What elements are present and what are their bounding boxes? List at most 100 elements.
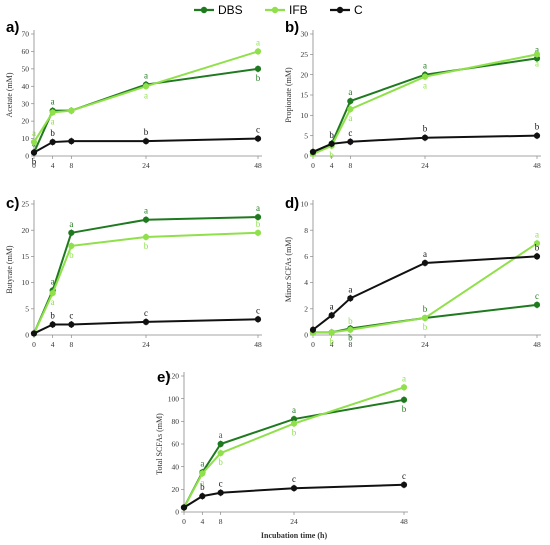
data-point: [533, 253, 541, 260]
significance-label: c: [292, 474, 296, 484]
y-tick-label: 0: [25, 152, 29, 161]
x-tick-label: 0: [311, 161, 315, 170]
panel-letter: b): [285, 19, 299, 36]
y-tick-label: 5: [25, 304, 29, 313]
x-tick-label: 4: [200, 517, 204, 526]
legend-swatch-marker: [336, 6, 344, 14]
panel-letter: c): [6, 195, 19, 212]
significance-label: b: [144, 241, 149, 251]
data-point: [533, 51, 541, 58]
y-tick-label: 8: [304, 226, 308, 235]
data-point: [217, 489, 224, 496]
x-tick-label: 48: [400, 517, 408, 526]
legend-label: DBS: [218, 3, 243, 17]
legend-swatch-marker: [200, 6, 208, 14]
data-point: [142, 138, 150, 145]
significance-label: b: [423, 322, 428, 332]
y-tick-label: 40: [172, 462, 180, 471]
series-c: b b b c: [30, 125, 262, 167]
significance-label: b: [144, 127, 149, 137]
significance-label: a: [423, 61, 427, 71]
significance-label: a: [200, 477, 204, 487]
legend-label: IFB: [289, 3, 308, 17]
significance-label: c: [219, 479, 223, 489]
y-tick-label: 40: [22, 82, 30, 91]
significance-label: c: [256, 125, 260, 135]
x-tick-label: 48: [254, 161, 262, 170]
series-c: b c c c: [180, 471, 408, 511]
x-tick-label: 4: [51, 161, 55, 170]
significance-label: c: [144, 308, 148, 318]
series-ifb: a b b a: [180, 373, 408, 511]
significance-label: c: [256, 305, 260, 315]
y-tick-label: 25: [22, 200, 30, 209]
data-point: [347, 106, 354, 113]
data-point: [400, 396, 408, 403]
x-tick-label: 0: [182, 517, 186, 526]
x-tick-label: 24: [290, 517, 298, 526]
data-point: [254, 316, 262, 323]
data-point: [142, 83, 150, 90]
x-tick-label: 24: [142, 161, 150, 170]
panel-letter: a): [6, 19, 19, 36]
data-point: [199, 493, 206, 500]
data-point: [68, 242, 75, 250]
x-tick-label: 48: [533, 340, 541, 349]
x-tick-label: 8: [348, 161, 352, 170]
data-point: [347, 295, 354, 302]
series-c: a a a b: [309, 242, 541, 334]
x-tick-label: 48: [254, 340, 262, 349]
x-tick-label: 8: [69, 161, 73, 170]
y-tick-label: 2: [304, 304, 308, 313]
significance-label: a: [144, 71, 148, 81]
data-point: [290, 415, 298, 423]
significance-label: a: [200, 458, 204, 468]
legend-swatch-marker: [271, 6, 279, 14]
significance-label: a: [535, 229, 539, 239]
data-point: [421, 259, 429, 267]
significance-label: a: [219, 430, 223, 440]
data-point: [533, 132, 541, 139]
y-tick-label: 0: [175, 508, 179, 517]
data-point: [30, 330, 38, 337]
data-point: [254, 214, 262, 221]
data-point: [254, 229, 262, 236]
significance-label: b: [32, 157, 37, 167]
legend-item-ifb: IFB: [265, 3, 308, 17]
data-point: [328, 312, 335, 319]
significance-label: b: [256, 73, 261, 83]
data-point: [199, 470, 206, 477]
data-point: [347, 138, 354, 145]
y-axis-label: Propionate (mM): [284, 67, 293, 123]
significance-label: b: [50, 311, 55, 321]
y-tick-label: 30: [22, 99, 30, 108]
y-tick-label: 5: [304, 131, 308, 140]
significance-label: b: [402, 404, 407, 414]
y-tick-label: 30: [301, 30, 309, 39]
panel-letter: d): [285, 195, 299, 212]
data-point: [328, 140, 335, 147]
data-point: [217, 440, 224, 448]
y-tick-label: 60: [22, 47, 30, 56]
x-tick-label: 48: [533, 161, 541, 170]
significance-label: b: [329, 130, 334, 140]
significance-label: a: [51, 276, 55, 286]
legend-label: C: [354, 3, 363, 17]
x-tick-label: 4: [330, 340, 334, 349]
x-tick-label: 24: [421, 161, 429, 170]
y-tick-label: 15: [301, 91, 309, 100]
significance-label: b: [218, 457, 223, 467]
legend: DBS IFB C: [194, 3, 363, 17]
significance-label: b: [535, 122, 540, 132]
significance-label: b: [423, 304, 428, 314]
y-tick-label: 120: [168, 372, 180, 381]
significance-label: a: [51, 97, 55, 107]
y-tick-label: 4: [304, 278, 308, 287]
data-point: [400, 384, 408, 391]
significance-label: b: [256, 219, 261, 229]
data-point: [49, 321, 56, 328]
significance-label: a: [423, 81, 427, 91]
